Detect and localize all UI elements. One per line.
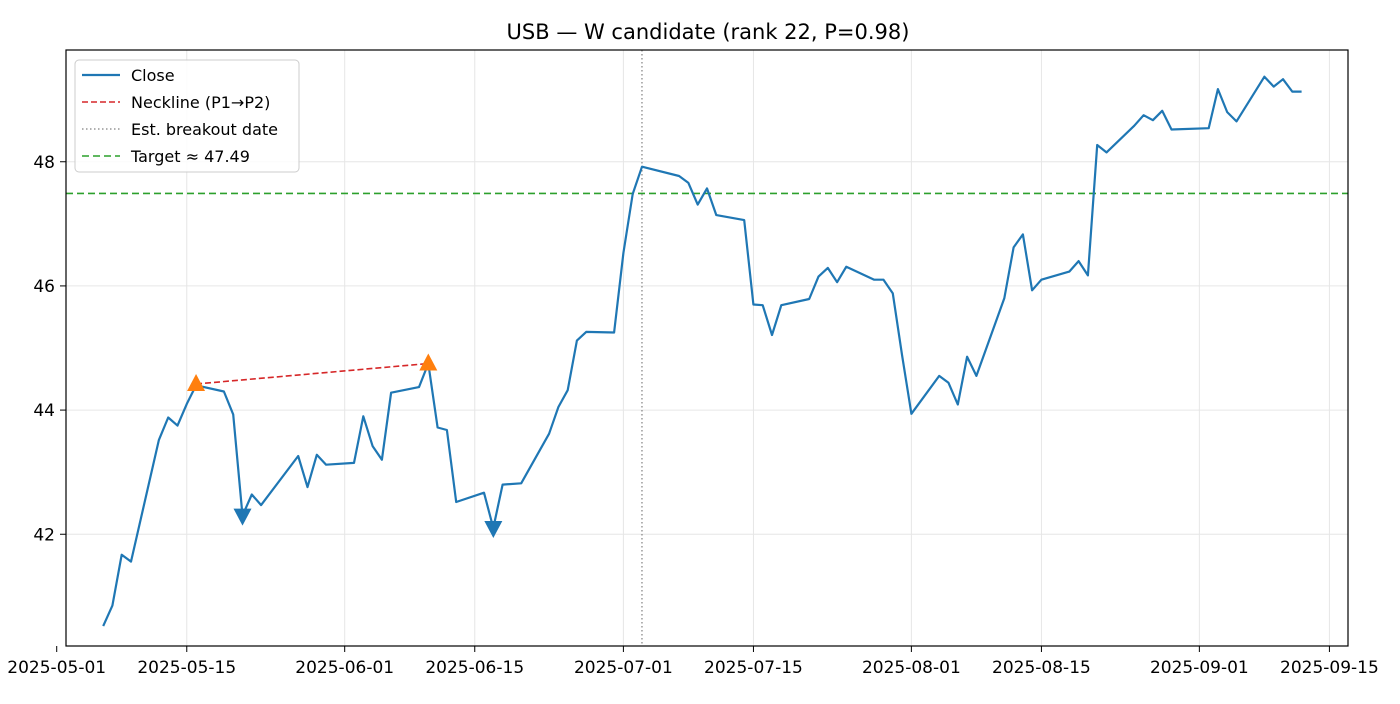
y-tick-label: 46 [33, 277, 55, 297]
plot-area [66, 50, 1348, 646]
x-tick-label: 2025-08-01 [862, 658, 961, 678]
chart-title: USB — W candidate (rank 22, P=0.98) [507, 20, 910, 44]
x-tick-label: 2025-08-15 [992, 658, 1091, 678]
x-tick-label: 2025-09-15 [1280, 658, 1379, 678]
x-tick-label: 2025-07-15 [704, 658, 803, 678]
trough-marker [233, 508, 252, 526]
close-series-line [102, 75, 1302, 627]
legend-label: Close [131, 66, 175, 85]
peak-marker [187, 374, 206, 392]
x-tick-label: 2025-05-15 [137, 658, 236, 678]
x-tick-label: 2025-09-01 [1150, 658, 1249, 678]
x-tick-label: 2025-06-15 [425, 658, 524, 678]
legend-label: Neckline (P1→P2) [131, 93, 270, 112]
x-tick-label: 2025-05-01 [7, 658, 106, 678]
legend-label: Est. breakout date [131, 120, 278, 139]
x-tick-label: 2025-06-01 [295, 658, 394, 678]
legend-label: Target ≈ 47.49 [130, 147, 250, 166]
y-tick-label: 48 [33, 153, 55, 173]
axes: 2025-05-01 2025-05-15 2025-06-01 2025-06-15… [7, 49, 1379, 678]
peak-marker [419, 353, 438, 371]
y-tick-label: 44 [33, 401, 55, 421]
neckline [195, 362, 429, 385]
axes-frame [65, 49, 1349, 647]
x-tick-label: 2025-07-01 [574, 658, 673, 678]
legend: Close Neckline (P1→P2) Est. breakout date T… [74, 59, 300, 173]
trough-marker [484, 521, 503, 539]
legend-box [74, 59, 300, 173]
y-tick-label: 42 [33, 525, 55, 545]
